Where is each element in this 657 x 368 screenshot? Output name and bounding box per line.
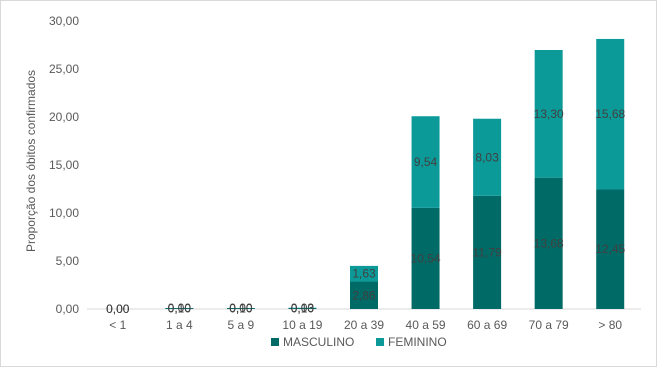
legend-swatch-feminino bbox=[376, 338, 384, 346]
x-axis-ticks: < 1 1 a 4 5 a 9 10 a 19 20 a 39 40 a 59 60 a 6… bbox=[109, 318, 622, 332]
data-label-feminino: 0,00 bbox=[168, 301, 192, 315]
y-axis-ticks: 0,00 5,00 10,00 15,00 20,00 25,00 30,00 bbox=[49, 14, 79, 316]
y-axis-label: Proporção dos óbitos confirmados bbox=[24, 70, 38, 252]
y-tick-label: 30,00 bbox=[49, 14, 79, 28]
data-label-feminino: 13,30 bbox=[534, 107, 564, 121]
y-tick-label: 10,00 bbox=[49, 206, 79, 220]
legend-label-feminino: FEMININO bbox=[388, 335, 447, 349]
x-tick-label: 40 a 59 bbox=[406, 318, 446, 332]
x-tick-label: > 80 bbox=[598, 318, 622, 332]
data-label-masculino: 13,68 bbox=[534, 236, 564, 250]
x-tick-label: 60 a 69 bbox=[467, 318, 507, 332]
y-tick-label: 0,00 bbox=[56, 302, 80, 316]
legend-label-masculino: MASCULINO bbox=[283, 335, 354, 349]
data-label-masculino: 12,45 bbox=[595, 242, 625, 256]
x-tick-label: 1 a 4 bbox=[166, 318, 193, 332]
legend: MASCULINO FEMININO bbox=[271, 335, 447, 349]
data-label-feminino: 8,03 bbox=[475, 150, 499, 164]
data-label-feminino: 0,00 bbox=[229, 301, 253, 315]
legend-swatch-masculino bbox=[271, 338, 279, 346]
x-tick-label: 5 a 9 bbox=[228, 318, 255, 332]
y-tick-label: 20,00 bbox=[49, 110, 79, 124]
data-label-masculino: 10,54 bbox=[411, 251, 441, 265]
data-label-masculino: 2,86 bbox=[352, 288, 376, 302]
y-tick-label: 25,00 bbox=[49, 62, 79, 76]
x-tick-label: 20 a 39 bbox=[344, 318, 384, 332]
data-label-feminino: 0,00 bbox=[106, 302, 130, 316]
x-tick-label: < 1 bbox=[109, 318, 126, 332]
data-label-feminino: 1,63 bbox=[352, 267, 376, 281]
data-label-feminino: 0,03 bbox=[291, 301, 315, 315]
x-tick-label: 70 a 79 bbox=[529, 318, 569, 332]
y-tick-label: 15,00 bbox=[49, 158, 79, 172]
data-label-feminino: 15,68 bbox=[595, 107, 625, 121]
y-tick-label: 5,00 bbox=[56, 254, 80, 268]
data-label-feminino: 9,54 bbox=[414, 155, 438, 169]
x-tick-label: 10 a 19 bbox=[282, 318, 322, 332]
data-label-masculino: 11,79 bbox=[473, 245, 502, 259]
